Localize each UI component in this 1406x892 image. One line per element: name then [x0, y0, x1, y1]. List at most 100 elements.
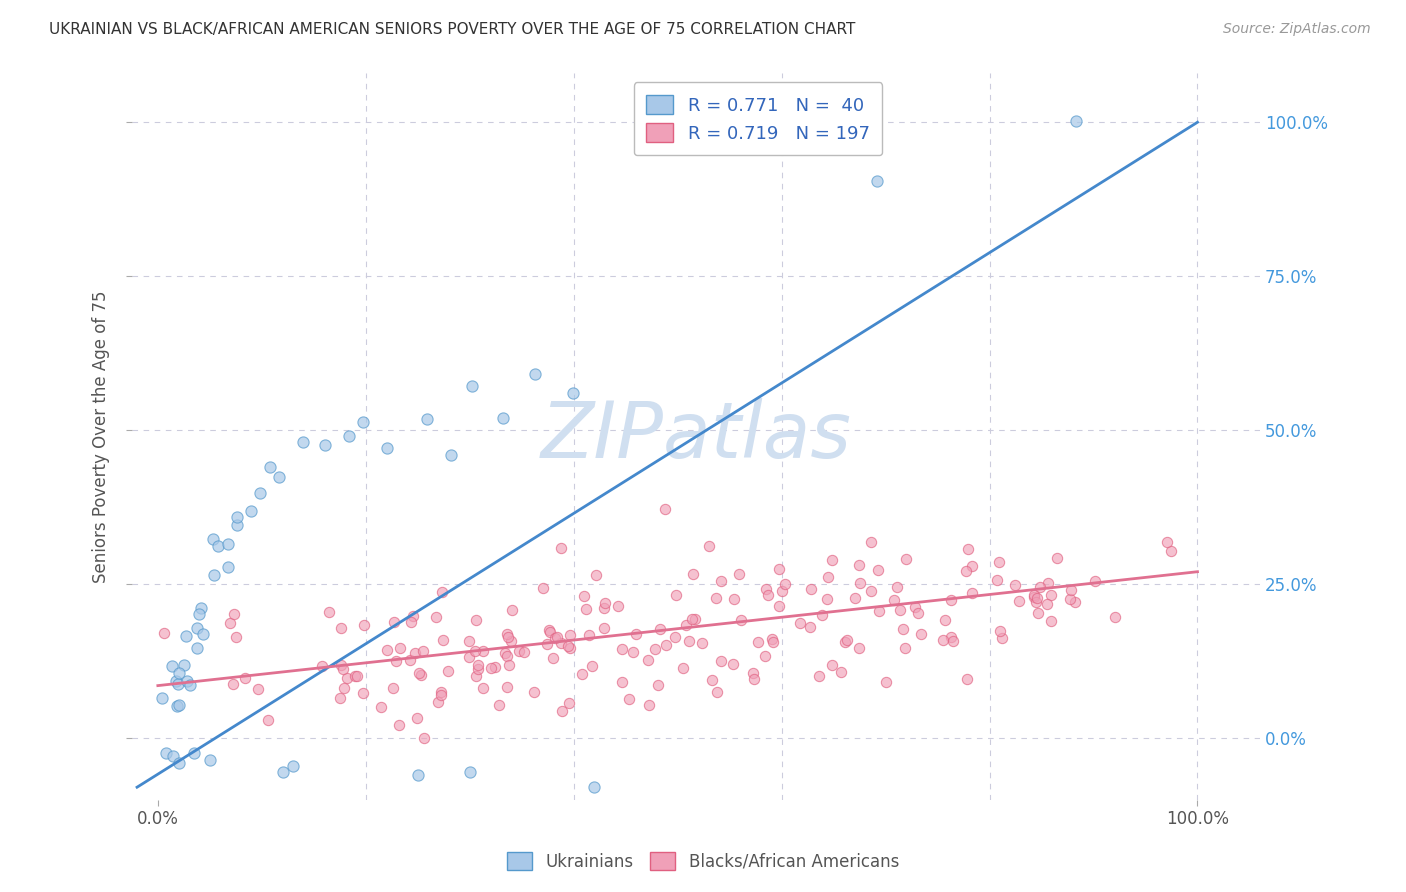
- Point: [894, 552, 917, 566]
- Point: [637, 653, 659, 667]
- Point: [987, 555, 1010, 569]
- Point: [1035, 597, 1057, 611]
- Point: [406, 768, 429, 782]
- Point: [346, 668, 368, 682]
- Point: [558, 628, 581, 642]
- Point: [1038, 575, 1060, 590]
- Point: [572, 589, 595, 603]
- Point: [844, 591, 866, 605]
- Point: [508, 644, 530, 658]
- Point: [498, 658, 520, 673]
- Point: [571, 667, 593, 681]
- Point: [889, 603, 911, 617]
- Text: Source: ZipAtlas.com: Source: ZipAtlas.com: [1223, 22, 1371, 37]
- Point: [868, 604, 890, 618]
- Point: [247, 682, 270, 697]
- Point: [439, 448, 461, 462]
- Point: [329, 690, 352, 705]
- Point: [1040, 614, 1063, 628]
- Point: [399, 653, 422, 667]
- Point: [152, 690, 174, 705]
- Point: [654, 502, 676, 516]
- Point: [187, 607, 209, 621]
- Point: [388, 718, 411, 732]
- Point: [557, 639, 579, 653]
- Point: [581, 659, 603, 673]
- Point: [224, 607, 246, 622]
- Legend: Ukrainians, Blacks/African Americans: Ukrainians, Blacks/African Americans: [499, 844, 907, 880]
- Point: [333, 681, 356, 696]
- Point: [1029, 580, 1052, 594]
- Point: [531, 581, 554, 595]
- Point: [370, 700, 392, 714]
- Point: [412, 644, 434, 658]
- Point: [524, 368, 547, 382]
- Point: [665, 588, 688, 602]
- Point: [1160, 544, 1182, 558]
- Point: [153, 626, 176, 640]
- Point: [585, 567, 607, 582]
- Point: [225, 630, 247, 644]
- Point: [799, 620, 821, 634]
- Point: [848, 640, 870, 655]
- Point: [425, 610, 447, 624]
- Point: [683, 612, 706, 626]
- Point: [768, 561, 790, 575]
- Point: [817, 569, 839, 583]
- Point: [432, 632, 454, 647]
- Point: [353, 617, 375, 632]
- Point: [612, 642, 634, 657]
- Text: UKRAINIAN VS BLACK/AFRICAN AMERICAN SENIORS POVERTY OVER THE AGE OF 75 CORRELATI: UKRAINIAN VS BLACK/AFRICAN AMERICAN SENI…: [49, 22, 856, 37]
- Point: [207, 539, 229, 553]
- Point: [756, 588, 779, 602]
- Point: [934, 613, 956, 627]
- Point: [399, 615, 422, 629]
- Point: [495, 681, 517, 695]
- Point: [416, 411, 439, 425]
- Point: [217, 559, 239, 574]
- Point: [191, 627, 214, 641]
- Point: [644, 642, 666, 657]
- Text: ZIPatlas: ZIPatlas: [540, 398, 851, 475]
- Point: [426, 695, 449, 709]
- Point: [955, 564, 977, 578]
- Legend: R = 0.771   N =  40, R = 0.719   N = 197: R = 0.771 N = 40, R = 0.719 N = 197: [634, 82, 883, 155]
- Point: [939, 593, 962, 607]
- Point: [165, 674, 187, 689]
- Point: [986, 573, 1008, 587]
- Point: [1026, 606, 1049, 620]
- Point: [1022, 591, 1045, 605]
- Point: [727, 566, 749, 581]
- Point: [375, 441, 398, 455]
- Point: [612, 675, 634, 690]
- Point: [761, 632, 783, 647]
- Point: [1008, 594, 1031, 608]
- Point: [682, 566, 704, 581]
- Point: [742, 672, 765, 686]
- Point: [706, 685, 728, 699]
- Point: [990, 631, 1012, 645]
- Point: [496, 630, 519, 644]
- Point: [561, 386, 583, 401]
- Point: [429, 688, 451, 702]
- Point: [436, 664, 458, 678]
- Point: [893, 640, 915, 655]
- Point: [471, 644, 494, 658]
- Point: [464, 644, 486, 658]
- Point: [186, 641, 208, 656]
- Point: [484, 660, 506, 674]
- Point: [402, 609, 425, 624]
- Point: [550, 636, 572, 650]
- Point: [607, 599, 630, 613]
- Point: [166, 698, 188, 713]
- Point: [467, 662, 489, 676]
- Point: [875, 674, 897, 689]
- Point: [1084, 574, 1107, 589]
- Point: [710, 654, 733, 668]
- Point: [690, 636, 713, 650]
- Point: [624, 626, 647, 640]
- Point: [281, 758, 304, 772]
- Point: [700, 673, 723, 687]
- Point: [1066, 113, 1088, 128]
- Point: [538, 625, 561, 640]
